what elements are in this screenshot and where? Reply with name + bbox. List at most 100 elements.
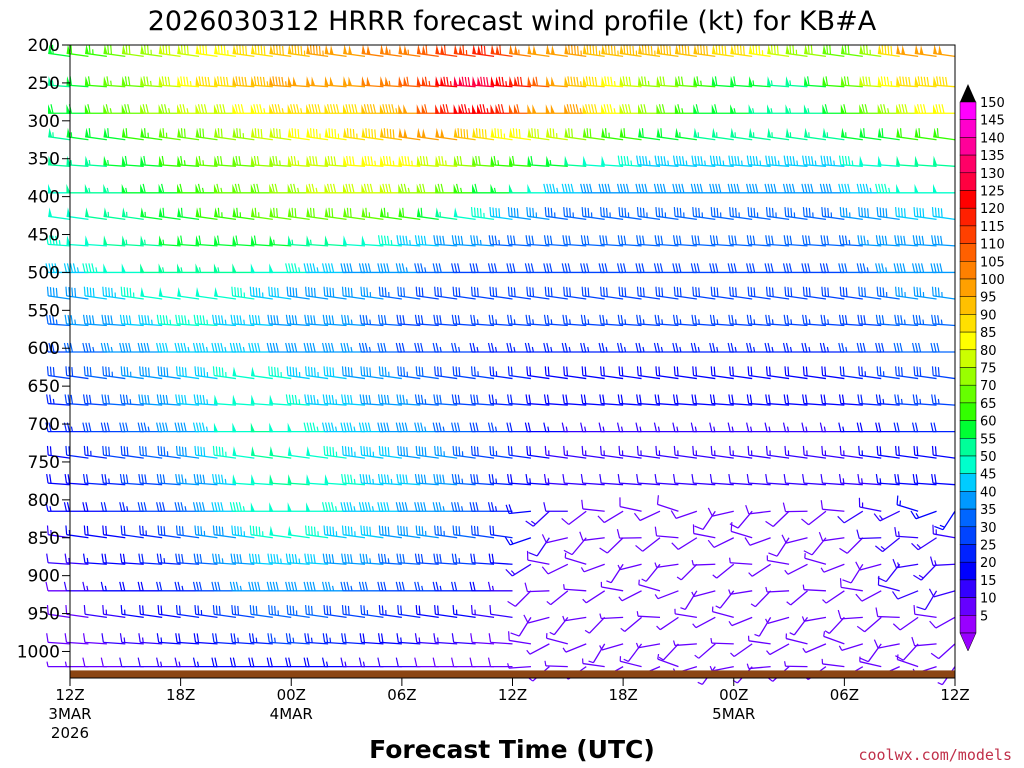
wind-barb — [324, 155, 347, 167]
wind-barb — [754, 617, 772, 637]
wind-barb — [857, 235, 882, 247]
wind-barb — [693, 104, 716, 114]
wind-barb — [249, 605, 273, 618]
wind-barb — [304, 314, 329, 327]
wind-barb — [48, 44, 71, 58]
wind-barb — [858, 366, 882, 380]
wind-barb — [433, 394, 458, 406]
wind-barb — [838, 394, 863, 406]
wind-barb — [84, 207, 107, 221]
wind-barb — [377, 633, 402, 645]
wind-barb — [490, 76, 513, 88]
wind-barb — [138, 553, 163, 565]
terrain-bar — [70, 670, 955, 678]
wind-barb — [452, 366, 476, 380]
wind-barb — [82, 342, 107, 353]
barb-level-row — [46, 445, 956, 459]
wind-barb — [525, 473, 550, 486]
wind-barb — [102, 605, 126, 618]
wind-barb — [821, 207, 845, 221]
wind-barb — [617, 314, 642, 327]
wind-barb — [396, 473, 421, 486]
wind-barb — [672, 394, 697, 406]
wind-barb — [341, 633, 366, 645]
x-axis-label: Forecast Time (UTC) — [369, 735, 655, 764]
wind-barb — [452, 286, 476, 300]
barb-level-row — [48, 155, 956, 167]
wind-barb — [746, 155, 771, 167]
wind-barb — [674, 44, 697, 58]
wind-barb — [526, 286, 550, 300]
wind-barb — [414, 394, 439, 406]
wind-barb — [378, 286, 402, 300]
wind-barb — [360, 366, 384, 380]
wind-barb — [802, 207, 827, 221]
wind-barb — [232, 422, 255, 433]
wind-barbs-layer — [45, 44, 956, 686]
wind-barb — [617, 473, 642, 486]
wind-barb — [638, 579, 661, 592]
wind-barb — [46, 525, 71, 539]
wind-barb — [875, 314, 900, 327]
wind-barb — [636, 394, 661, 406]
wind-barb — [930, 422, 955, 433]
wind-barb — [856, 616, 882, 633]
colorbar-label: 30 — [980, 521, 997, 536]
wind-barb — [65, 286, 89, 300]
wind-barb — [837, 609, 863, 620]
wind-barb — [656, 127, 679, 141]
wind-barb — [545, 155, 568, 167]
wind-barb — [82, 394, 107, 406]
wind-barb — [398, 207, 421, 221]
wind-barb — [562, 314, 587, 327]
wind-barb — [729, 207, 753, 221]
wind-barb — [140, 235, 163, 247]
wind-barb — [691, 235, 716, 247]
wind-barb — [48, 207, 71, 221]
wind-barb — [323, 445, 347, 459]
wind-barb — [526, 445, 550, 459]
wind-barb — [764, 183, 790, 194]
wind-barb — [195, 76, 218, 88]
wind-barb — [821, 445, 845, 459]
colorbar-label: 65 — [980, 397, 997, 412]
wind-barb — [933, 155, 956, 167]
wind-barb — [488, 633, 513, 645]
wind-barb — [269, 394, 292, 406]
wind-barb — [305, 605, 329, 618]
wind-barb — [470, 605, 495, 618]
wind-barb — [84, 127, 107, 141]
wind-barb — [101, 394, 126, 406]
wind-barb — [747, 445, 771, 459]
wind-barb — [617, 563, 642, 571]
wind-barb — [453, 104, 476, 114]
wind-barb — [269, 127, 292, 141]
wind-barb — [728, 616, 753, 627]
wind-barb — [212, 445, 237, 459]
wind-barb — [287, 502, 310, 512]
wind-barb — [543, 394, 568, 406]
colorbar-label: 115 — [980, 220, 1005, 235]
wind-barb — [784, 563, 808, 575]
wind-barb — [232, 155, 255, 167]
wind-barb — [433, 553, 458, 565]
wind-barb — [582, 155, 605, 167]
wind-barb — [618, 445, 642, 459]
barb-level-row — [48, 183, 955, 194]
wind-barb — [249, 286, 273, 300]
wind-barb — [396, 314, 421, 327]
wind-barb — [84, 44, 107, 58]
wind-barb — [232, 76, 255, 88]
wind-barb — [396, 553, 421, 565]
wind-barb — [230, 633, 255, 645]
colorbar-swatch — [959, 508, 977, 528]
wind-barb — [360, 525, 384, 539]
wind-barb — [285, 394, 310, 406]
wind-barb — [673, 286, 697, 300]
wind-barb — [928, 588, 956, 598]
wind-barb — [931, 286, 956, 300]
wind-barb — [914, 183, 937, 194]
wind-barb — [341, 473, 366, 486]
wind-barb — [249, 525, 273, 539]
wind-barb — [158, 235, 181, 247]
